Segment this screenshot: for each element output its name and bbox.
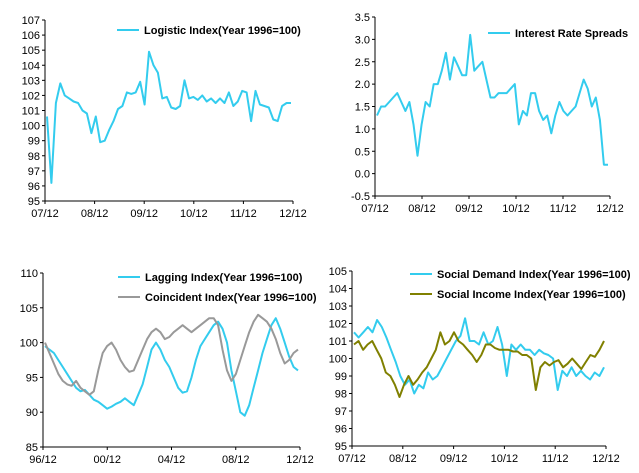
y-tick-label: 101 xyxy=(22,106,40,118)
y-tick-label: 2.0 xyxy=(355,79,370,91)
x-tick-label: 09/12 xyxy=(440,453,468,465)
x-tick-label: 08/12 xyxy=(389,453,417,465)
y-tick-label: 97 xyxy=(28,166,40,178)
x-tick-label: 11/12 xyxy=(542,453,569,465)
series-line-1 xyxy=(44,317,299,417)
y-tick-label: 101 xyxy=(329,336,347,348)
x-tick-label: 07/12 xyxy=(31,208,59,220)
y-tick-label: 1.0 xyxy=(355,124,370,136)
x-tick-label: 08/12 xyxy=(222,454,250,466)
y-tick-label: 110 xyxy=(20,268,38,280)
y-tick-label: 105 xyxy=(329,266,347,278)
series-line-2 xyxy=(353,331,605,398)
y-tick-label: 96 xyxy=(335,424,347,436)
x-tick-label: 00/12 xyxy=(93,454,121,466)
y-tick-label: 100 xyxy=(329,354,347,366)
y-tick-label: 106 xyxy=(22,30,40,42)
y-tick-label: 104 xyxy=(22,60,40,72)
y-tick-label: 102 xyxy=(22,90,40,102)
x-tick-label: 09/12 xyxy=(130,208,158,220)
series-line-1 xyxy=(376,33,608,166)
series-line-2 xyxy=(44,313,299,396)
y-tick-label: 1.5 xyxy=(355,102,370,114)
y-tick-label: 105 xyxy=(22,45,40,57)
x-tick-label: 09/12 xyxy=(455,203,483,215)
y-tick-label: 100 xyxy=(22,121,40,133)
x-tick-label: 12/12 xyxy=(596,203,624,215)
x-tick-label: 12/12 xyxy=(592,453,620,465)
y-tick-label: 0.5 xyxy=(355,146,370,158)
y-tick-label: 95 xyxy=(26,372,38,384)
x-tick-label: 11/12 xyxy=(230,208,257,220)
series-line-1 xyxy=(353,317,605,395)
x-tick-label: 12/12 xyxy=(286,454,314,466)
y-tick-label: 98 xyxy=(28,151,40,163)
y-tick-label: -0.5 xyxy=(351,191,370,203)
x-tick-label: 12/12 xyxy=(279,208,307,220)
x-tick-label: 96/12 xyxy=(29,454,57,466)
legend-label: Coincident Index(Year 1996=100) xyxy=(145,292,317,304)
chart-panel-3: 85 90 95 100 105 110 96/12 00/12 04/12 08/12 12/12… xyxy=(20,268,317,466)
x-tick-label: 07/12 xyxy=(338,453,366,465)
legend-label: Logistic Index(Year 1996=100) xyxy=(144,25,301,37)
y-tick-label: 99 xyxy=(335,371,347,383)
y-tick-label: 102 xyxy=(329,319,347,331)
y-tick-label: 95 xyxy=(28,196,40,208)
y-tick-label: 0.0 xyxy=(355,169,370,181)
y-tick-label: 90 xyxy=(26,407,38,419)
y-tick-label: 3.0 xyxy=(355,34,370,46)
legend-label: Social Demand Index(Year 1996=100) xyxy=(437,269,631,281)
x-tick-label: 08/12 xyxy=(81,208,109,220)
y-tick-label: 105 xyxy=(20,303,38,315)
x-tick-label: 10/12 xyxy=(491,453,519,465)
y-tick-label: 104 xyxy=(329,284,347,296)
y-tick-label: 96 xyxy=(28,181,40,193)
y-tick-label: 100 xyxy=(20,338,38,350)
chart-panel-4: 95 96 97 98 99 100 101 102 103 104 105 07/12 08/12 09… xyxy=(329,266,631,465)
y-tick-label: 85 xyxy=(26,442,38,454)
y-tick-label: 95 xyxy=(335,441,347,453)
chart-panel-2: -0.5 0.0 0.5 1.0 1.5 2.0 2.5 3.0 3.5 07/12 08/12 09… xyxy=(351,12,628,215)
x-tick-label: 07/12 xyxy=(361,203,389,215)
x-tick-label: 08/12 xyxy=(408,203,436,215)
y-tick-label: 3.5 xyxy=(355,12,370,24)
x-tick-label: 11/12 xyxy=(550,203,577,215)
x-tick-label: 04/12 xyxy=(158,454,186,466)
x-tick-label: 10/12 xyxy=(502,203,530,215)
series-line-1 xyxy=(46,50,291,184)
y-tick-label: 103 xyxy=(329,301,347,313)
y-tick-label: 103 xyxy=(22,75,40,87)
y-tick-label: 97 xyxy=(335,406,347,418)
x-tick-label: 10/12 xyxy=(180,208,208,220)
y-tick-label: 2.5 xyxy=(355,57,370,69)
legend-label: Interest Rate Spreads xyxy=(515,28,628,40)
y-tick-label: 98 xyxy=(335,389,347,401)
y-tick-label: 99 xyxy=(28,136,40,148)
y-tick-label: 107 xyxy=(22,15,40,27)
chart-panel-1: 95 96 97 98 99 100 101 102 103 104 105 106 107 07/12 0… xyxy=(22,15,307,220)
legend-label: Lagging Index(Year 1996=100) xyxy=(145,272,303,284)
legend-label: Social Income Index(Year 1996=100) xyxy=(437,289,626,301)
